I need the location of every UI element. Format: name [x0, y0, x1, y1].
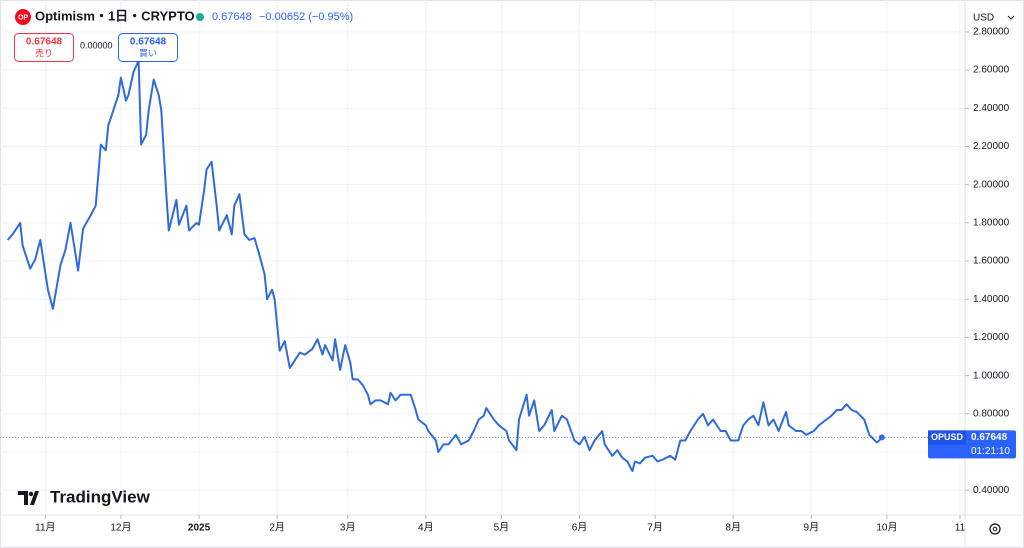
symbol-tag — [928, 430, 966, 445]
x-tick-label: 2025 — [188, 523, 211, 534]
settings-button[interactable] — [989, 523, 1001, 535]
chart-title[interactable]: Optimism・1日・CRYPTO — [35, 8, 195, 23]
x-tick-label: 11月 — [35, 522, 55, 534]
x-tick-label: 8月 — [725, 522, 741, 534]
y-tick-label: 2.80000 — [973, 27, 1010, 38]
brand-icon — [18, 491, 39, 505]
x-tick-label: 11 — [955, 523, 966, 534]
y-tick-label: 1.20000 — [973, 332, 1010, 343]
last-price: 0.67648 — [212, 11, 252, 23]
buy-price: 0.67648 — [130, 37, 167, 48]
y-tick-label: 1.80000 — [973, 217, 1010, 228]
y-tick-label: 2.00000 — [973, 179, 1010, 190]
spread: 0.00000 — [80, 40, 113, 50]
symbol-icon-text: OP — [18, 14, 28, 21]
market-status — [196, 13, 204, 21]
price-tag-value: 0.67648 — [971, 432, 1008, 443]
currency: USD — [973, 13, 994, 24]
price-line — [6, 59, 883, 473]
y-tick-label: 0.40000 — [973, 485, 1010, 496]
symbol-label: OPUSD — [931, 432, 964, 442]
symbol-icon — [15, 9, 31, 25]
price-change: −0.00652 (−0.95%) — [259, 11, 353, 23]
sell-label: 売り — [35, 47, 53, 58]
brand-icon — [28, 491, 34, 497]
x-tick-label: 6月 — [572, 522, 588, 534]
y-tick-label: 1.40000 — [973, 294, 1010, 305]
x-tick-label: 9月 — [804, 522, 820, 534]
brand: TradingView — [50, 487, 151, 506]
buy-label: 買い — [139, 48, 157, 58]
y-tick-label: 1.00000 — [973, 370, 1010, 381]
sell-button[interactable] — [14, 33, 74, 62]
sell-price: 0.67648 — [26, 37, 63, 48]
buy-button[interactable] — [118, 33, 178, 62]
x-tick-label: 3月 — [340, 522, 356, 534]
dropdown-arrow — [1007, 15, 1015, 20]
x-tick-label: 7月 — [647, 522, 663, 534]
settings-icon — [992, 526, 998, 532]
x-tick-label: 12月 — [110, 522, 131, 534]
x-tick-label: 4月 — [418, 522, 434, 534]
currency-select[interactable] — [968, 7, 1018, 29]
x-tick-label: 5月 — [494, 522, 510, 534]
y-tick-label: 2.60000 — [973, 65, 1010, 76]
y-tick-label: 2.20000 — [973, 141, 1010, 152]
last-point — [878, 434, 885, 441]
countdown: 01:21:10 — [971, 446, 1010, 457]
x-tick-label: 10月 — [876, 522, 897, 534]
y-tick-label: 2.40000 — [973, 103, 1010, 114]
y-tick-label: 1.60000 — [973, 256, 1010, 267]
y-tick-label: 0.80000 — [973, 408, 1010, 419]
x-tick-label: 2月 — [269, 522, 285, 534]
